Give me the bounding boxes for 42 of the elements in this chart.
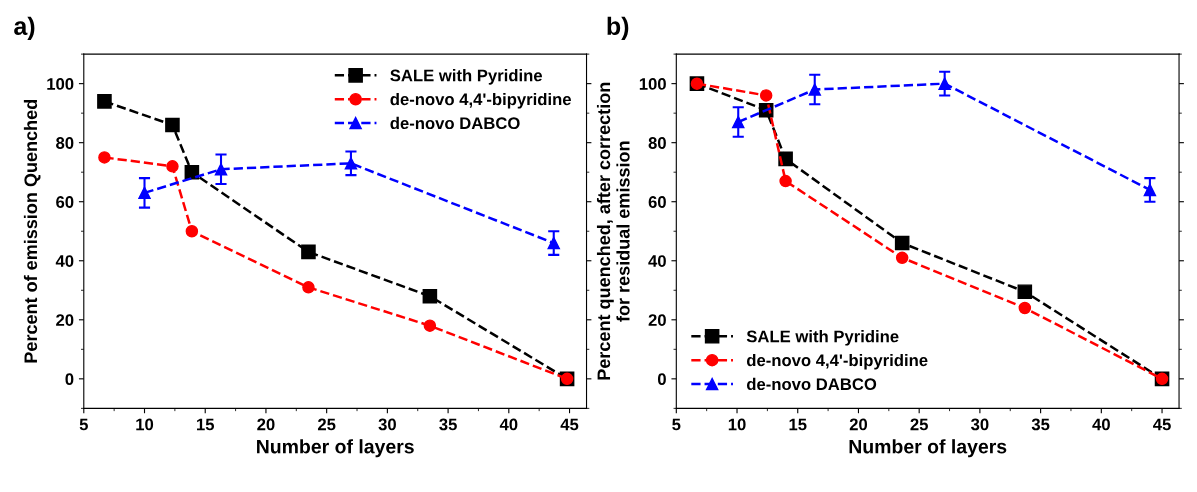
y-tick-label: 100 <box>639 78 666 90</box>
x-axis-title: Number of layers <box>849 439 1007 458</box>
x-tick-label: 40 <box>1092 418 1110 431</box>
x-tick-label: 10 <box>136 418 154 431</box>
x-tick-label: 30 <box>971 418 989 431</box>
y-tick-label: 0 <box>657 373 666 386</box>
y-tick-label: 40 <box>648 255 666 267</box>
x-axis-title: Number of layers <box>257 439 414 458</box>
x-tick-label: 45 <box>1153 418 1171 431</box>
x-tick-label: 5 <box>672 418 681 431</box>
chart-title: a) <box>14 16 35 40</box>
legend-label: SALE with Pyridine <box>746 330 899 346</box>
y-tick-label: 0 <box>65 373 74 386</box>
legend-label: de-novo 4,4'-bipyridine <box>390 92 571 109</box>
y-tick-label: 20 <box>56 314 74 326</box>
y-tick-label: 80 <box>56 137 74 149</box>
x-tick-label: 20 <box>257 418 275 431</box>
legend-label: de-novo DABCO <box>746 377 877 391</box>
y-axis-title: Percent quenched, after correction for residual emission <box>596 82 630 380</box>
x-tick-label: 25 <box>910 418 928 431</box>
x-tick-label: 35 <box>439 418 457 431</box>
chart-title: b) <box>607 16 629 40</box>
x-tick-label: 5 <box>79 418 88 431</box>
x-tick-label: 10 <box>728 418 746 431</box>
y-axis-title: Percent of emission Quenched <box>23 99 41 363</box>
legend-label: de-novo 4,4'-bipyridine <box>746 353 928 370</box>
y-tick-label: 100 <box>47 78 74 90</box>
x-tick-label: 15 <box>197 418 215 431</box>
x-tick-label: 15 <box>789 418 807 431</box>
y-tick-label: 40 <box>55 255 74 267</box>
x-tick-label: 40 <box>499 418 518 431</box>
x-tick-label: 30 <box>378 418 396 431</box>
y-tick-label: 60 <box>56 196 74 208</box>
y-tick-label: 80 <box>648 137 666 149</box>
y-tick-label: 20 <box>648 314 666 326</box>
x-tick-label: 25 <box>317 418 336 431</box>
legend-label: de-novo DABCO <box>390 116 520 130</box>
y-tick-label: 60 <box>648 196 666 208</box>
x-tick-label: 45 <box>560 418 579 431</box>
x-tick-label: 20 <box>849 418 868 431</box>
x-tick-label: 35 <box>1031 418 1050 431</box>
legend-label: SALE with Pyridine <box>390 69 543 85</box>
